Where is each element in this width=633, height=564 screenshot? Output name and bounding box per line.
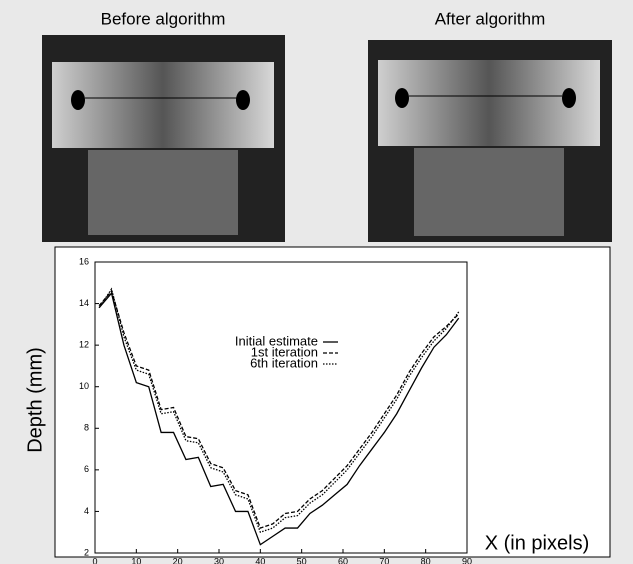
x-tick-label: 10 [131, 556, 141, 564]
x-axis-label: X (in pixels) [485, 532, 589, 554]
x-tick-label: 70 [379, 556, 389, 564]
image-title: After algorithm [435, 9, 546, 28]
x-tick-label: 20 [173, 556, 183, 564]
x-tick-label: 40 [255, 556, 265, 564]
y-tick-label: 6 [84, 464, 89, 474]
image-title: Before algorithm [101, 9, 226, 28]
x-tick-label: 0 [92, 556, 97, 564]
image-before [42, 35, 285, 242]
x-tick-label: 60 [338, 556, 348, 564]
legend-label: 6th iteration [250, 355, 318, 370]
y-tick-label: 4 [84, 506, 89, 516]
y-tick-label: 8 [84, 423, 89, 433]
y-tick-label: 2 [84, 547, 89, 557]
x-tick-label: 30 [214, 556, 224, 564]
x-tick-label: 90 [462, 556, 472, 564]
x-tick-label: 50 [297, 556, 307, 564]
image-after [368, 40, 612, 242]
figure: Before algorithm After algorithm Depth (… [0, 0, 633, 564]
y-tick-label: 14 [79, 298, 89, 308]
y-axis-label: Depth (mm) [24, 347, 46, 453]
y-tick-label: 10 [79, 381, 89, 391]
x-tick-label: 80 [421, 556, 431, 564]
y-tick-label: 16 [79, 256, 89, 266]
y-tick-label: 12 [79, 340, 89, 350]
chart-panel [55, 247, 610, 557]
